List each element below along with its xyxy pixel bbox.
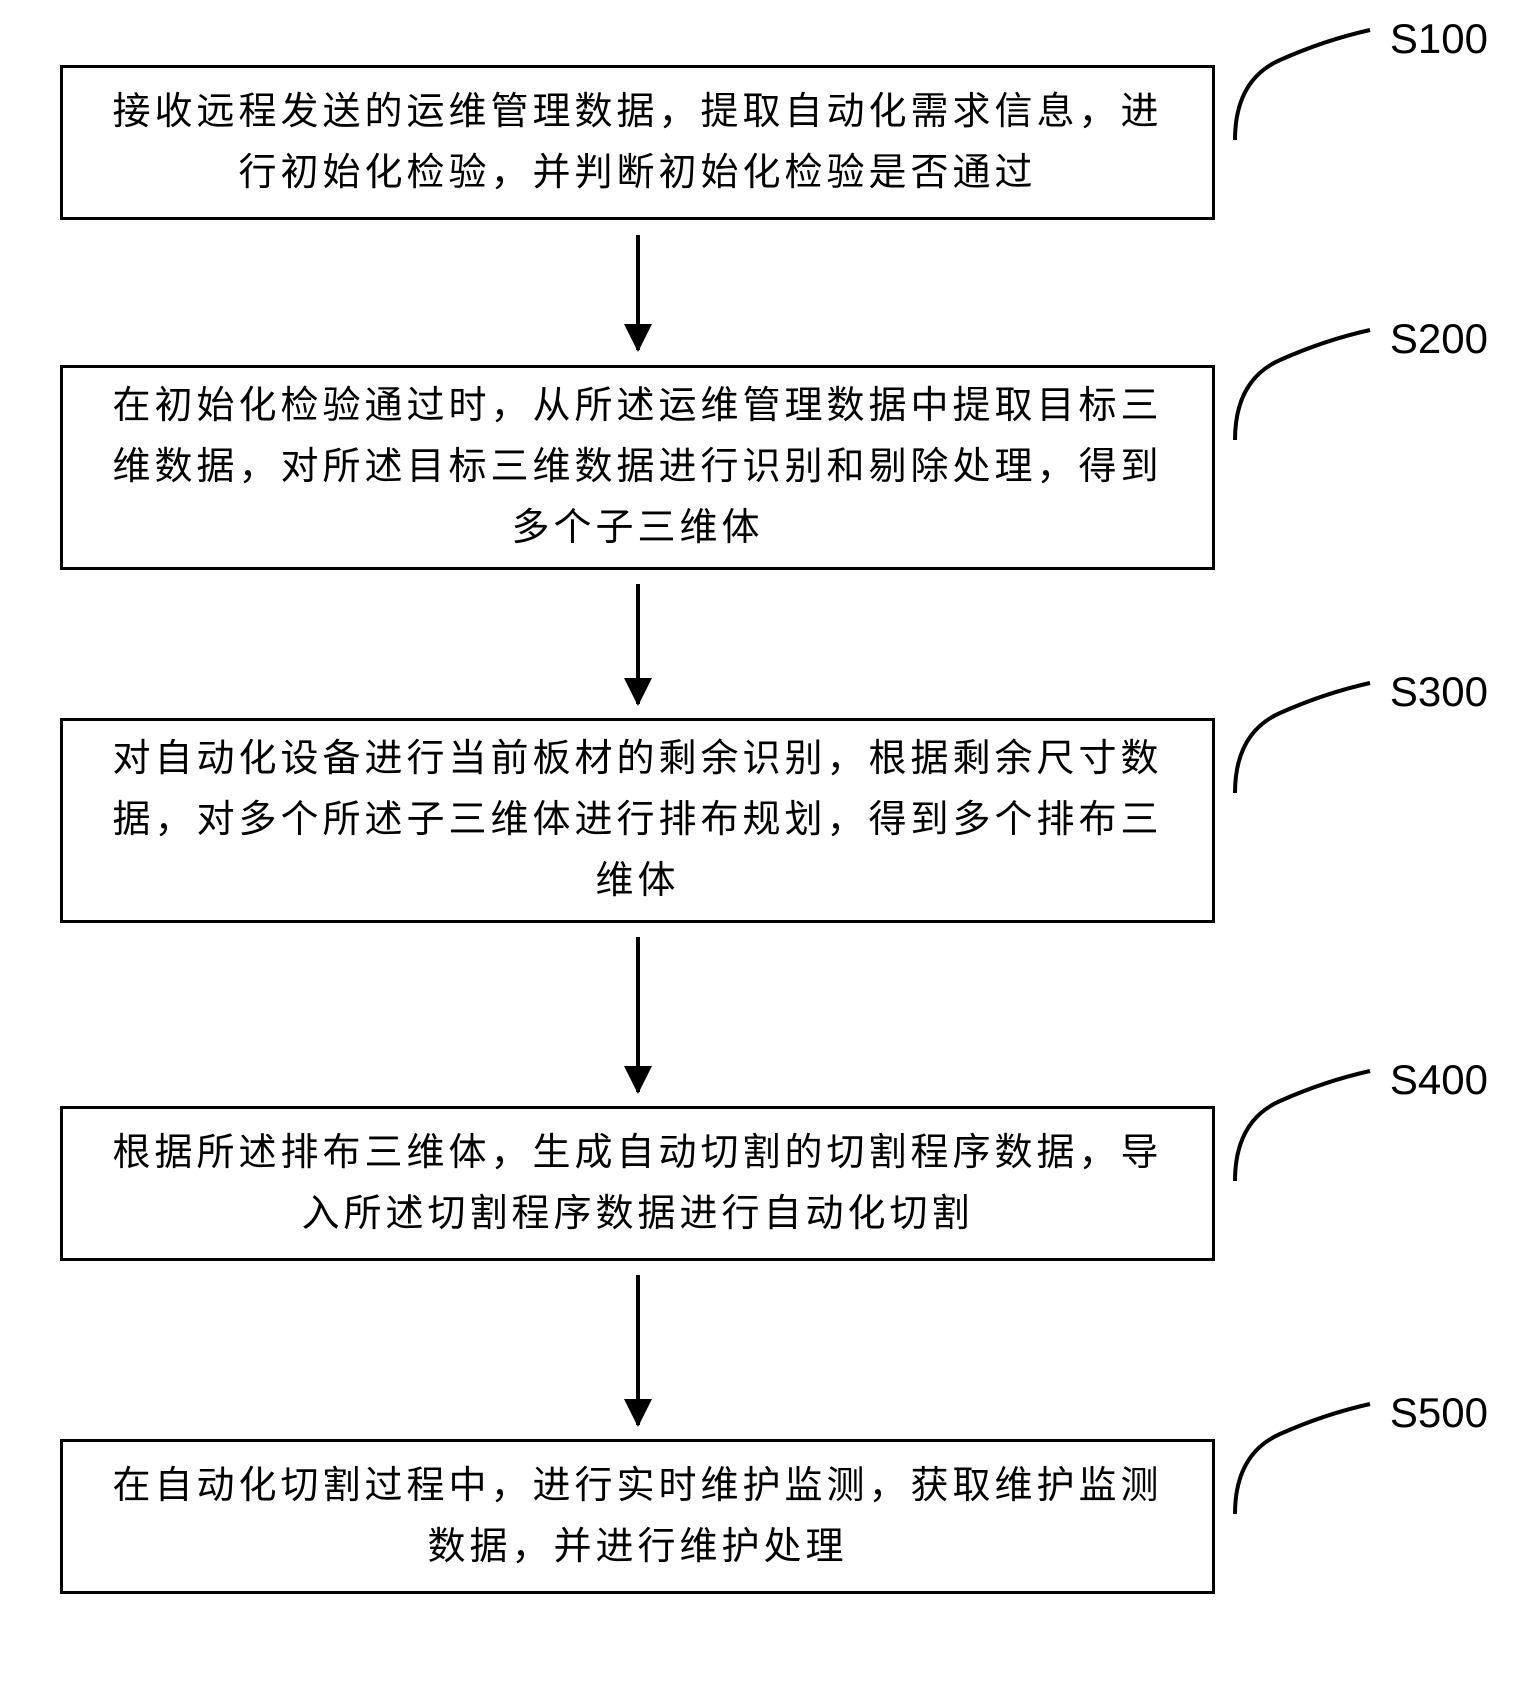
- curve-connector-2: [1230, 325, 1380, 445]
- arrow-container-3: [60, 923, 1215, 1106]
- box-text-1: 接收远程发送的运维管理数据，提取自动化需求信息，进行初始化检验，并判断初始化检验…: [103, 82, 1172, 204]
- box-text-4: 根据所述排布三维体，生成自动切割的切割程序数据，导入所述切割程序数据进行自动化切…: [103, 1123, 1172, 1245]
- step-label-5: S500: [1390, 1389, 1488, 1437]
- flowchart-step-2: S200 在初始化检验通过时，从所述运维管理数据中提取目标三维数据，对所述目标三…: [60, 365, 1370, 570]
- flowchart-step-3: S300 对自动化设备进行当前板材的剩余识别，根据剩余尺寸数据，对多个所述子三维…: [60, 718, 1370, 923]
- flowchart-box-4: 根据所述排布三维体，生成自动切割的切割程序数据，导入所述切割程序数据进行自动化切…: [60, 1106, 1215, 1261]
- box-text-2: 在初始化检验通过时，从所述运维管理数据中提取目标三维数据，对所述目标三维数据进行…: [103, 376, 1172, 558]
- arrow-container-2: [60, 570, 1215, 718]
- arrow-2: [636, 584, 640, 704]
- step-label-3: S300: [1390, 668, 1488, 716]
- step-label-1: S100: [1390, 15, 1488, 63]
- flowchart-step-4: S400 根据所述排布三维体，生成自动切割的切割程序数据，导入所述切割程序数据进…: [60, 1106, 1370, 1261]
- flowchart-container: S100 接收远程发送的运维管理数据，提取自动化需求信息，进行初始化检验，并判断…: [60, 65, 1370, 1594]
- flowchart-step-1: S100 接收远程发送的运维管理数据，提取自动化需求信息，进行初始化检验，并判断…: [60, 65, 1370, 220]
- flowchart-box-3: 对自动化设备进行当前板材的剩余识别，根据剩余尺寸数据，对多个所述子三维体进行排布…: [60, 718, 1215, 923]
- arrow-3: [636, 937, 640, 1092]
- flowchart-box-2: 在初始化检验通过时，从所述运维管理数据中提取目标三维数据，对所述目标三维数据进行…: [60, 365, 1215, 570]
- arrow-container-4: [60, 1261, 1215, 1439]
- curve-connector-1: [1230, 25, 1380, 145]
- step-label-4: S400: [1390, 1056, 1488, 1104]
- flowchart-box-5: 在自动化切割过程中，进行实时维护监测，获取维护监测数据，并进行维护处理: [60, 1439, 1215, 1594]
- box-text-5: 在自动化切割过程中，进行实时维护监测，获取维护监测数据，并进行维护处理: [103, 1456, 1172, 1578]
- arrow-4: [636, 1275, 640, 1425]
- curve-connector-3: [1230, 678, 1380, 798]
- curve-connector-4: [1230, 1066, 1380, 1186]
- flowchart-box-1: 接收远程发送的运维管理数据，提取自动化需求信息，进行初始化检验，并判断初始化检验…: [60, 65, 1215, 220]
- arrow-1: [636, 235, 640, 350]
- box-text-3: 对自动化设备进行当前板材的剩余识别，根据剩余尺寸数据，对多个所述子三维体进行排布…: [103, 729, 1172, 911]
- curve-connector-5: [1230, 1399, 1380, 1519]
- arrow-container-1: [60, 220, 1215, 365]
- flowchart-step-5: S500 在自动化切割过程中，进行实时维护监测，获取维护监测数据，并进行维护处理: [60, 1439, 1370, 1594]
- step-label-2: S200: [1390, 315, 1488, 363]
